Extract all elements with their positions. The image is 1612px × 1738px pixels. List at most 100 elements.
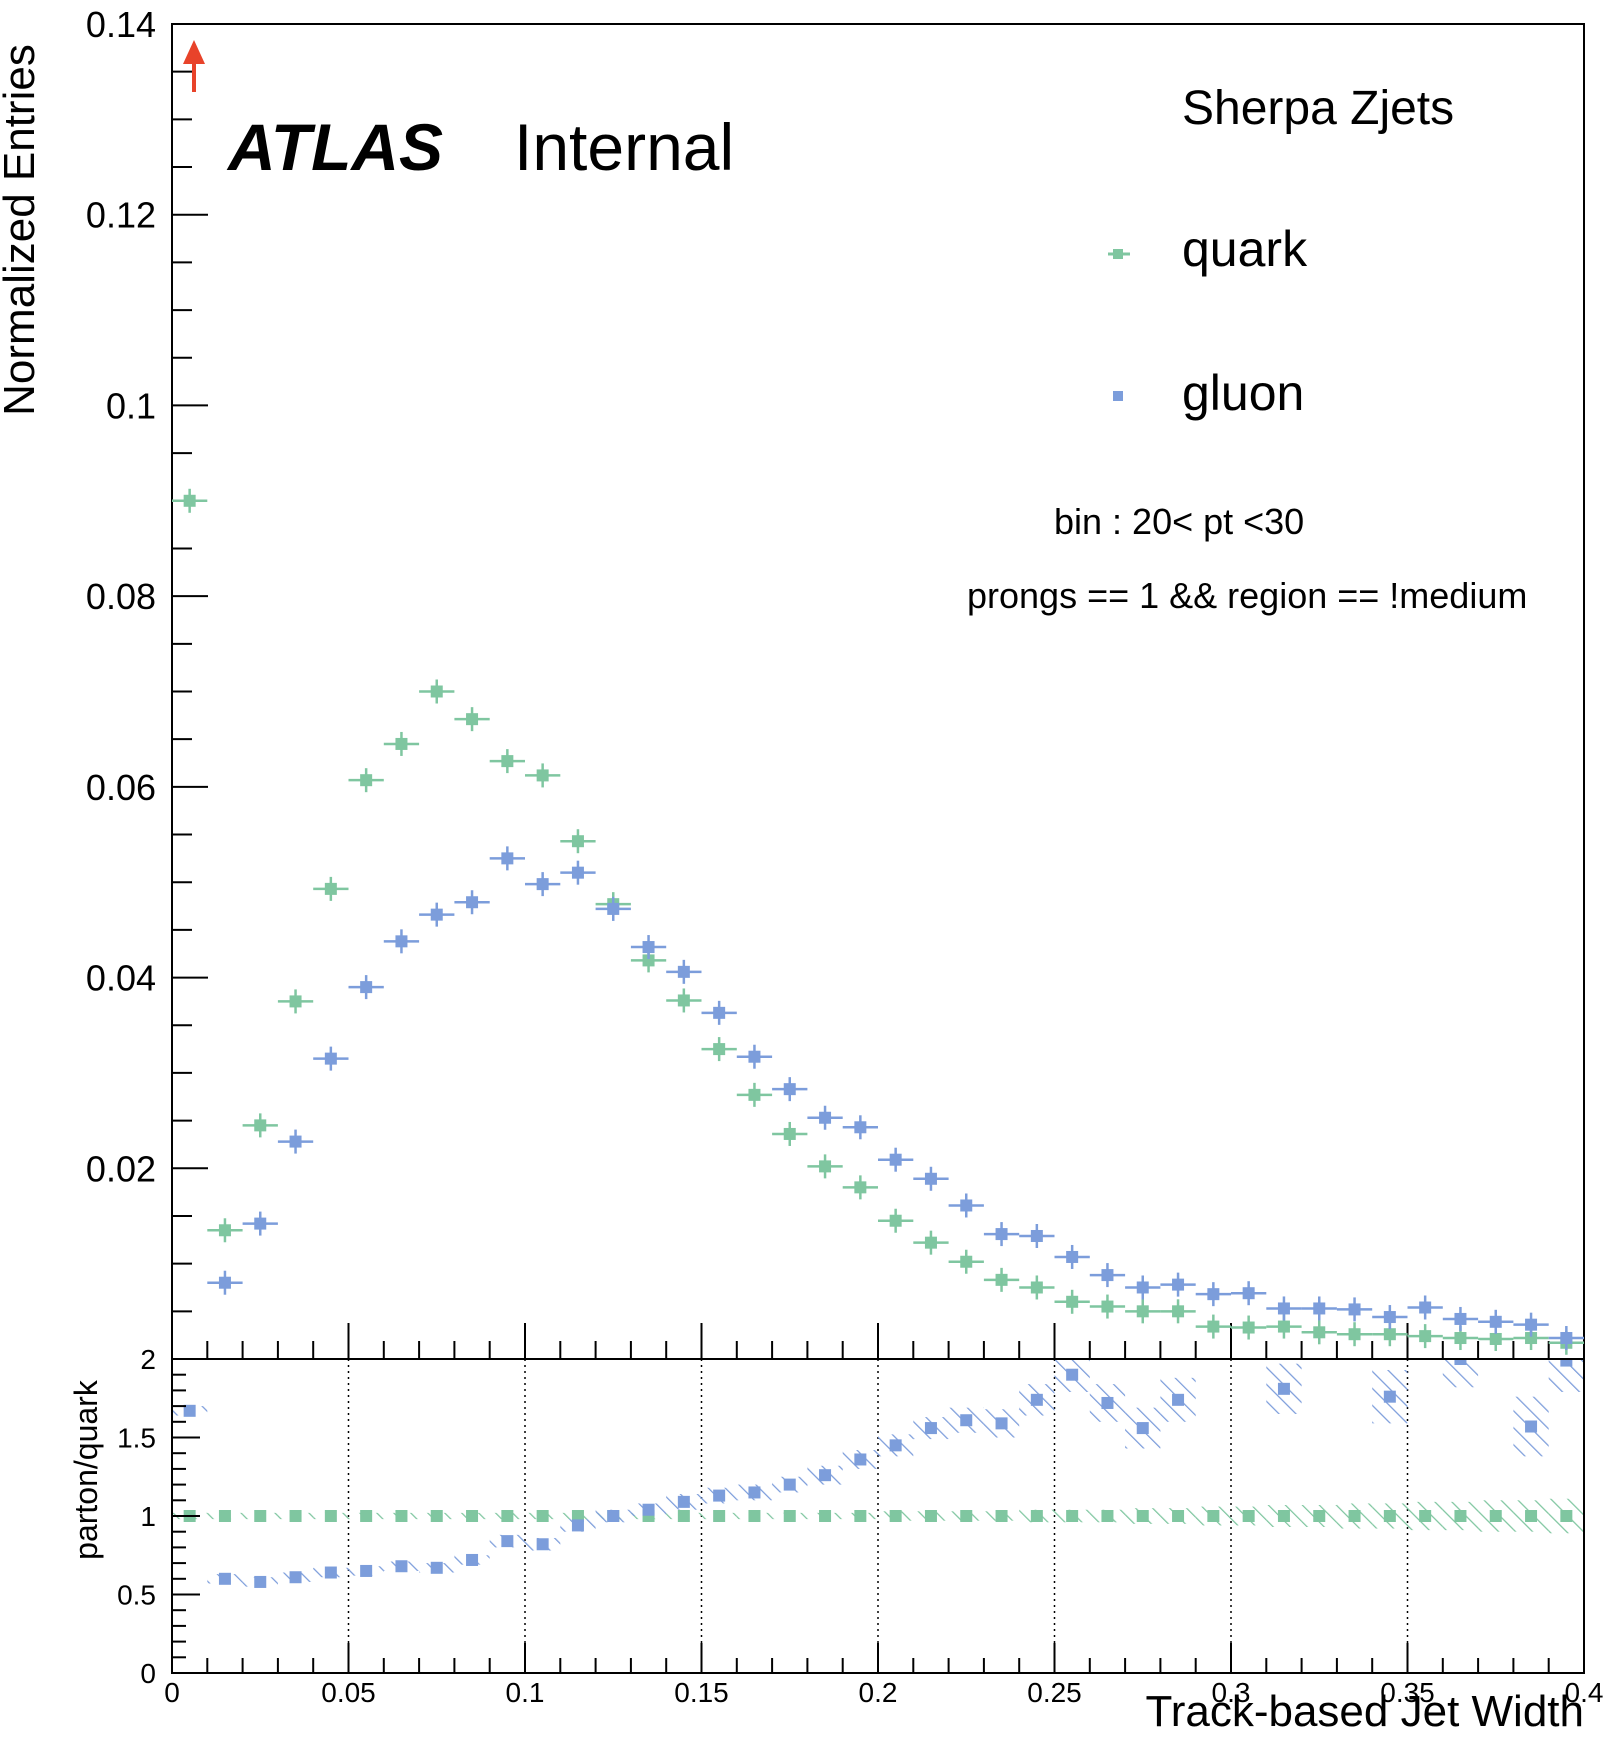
ratio-point-quark (713, 1510, 726, 1522)
main-y-tick-label: 0.08 (86, 576, 156, 617)
data-point-quark (419, 679, 455, 704)
data-point-gluon (1054, 1244, 1090, 1269)
data-point-quark (277, 989, 314, 1014)
data-point-gluon (1231, 1281, 1267, 1306)
data-point-gluon (1513, 1312, 1549, 1337)
ratio-point-gluon (748, 1486, 761, 1499)
x-axis-label: Track-based Jet Width (1145, 1687, 1584, 1736)
ratio-point-quark (430, 1510, 443, 1522)
main-x-ticks (171, 1323, 1585, 1359)
data-point-quark (348, 768, 384, 793)
ratio-point-quark (360, 1510, 373, 1522)
ratio-point-quark (1242, 1510, 1255, 1522)
ratio-point-quark (395, 1510, 408, 1522)
ratio-y-tick-label: 1.5 (117, 1423, 156, 1454)
data-point-gluon (348, 975, 384, 1000)
legend-item-gluon: gluon (1113, 365, 1304, 421)
data-point-quark (1019, 1275, 1055, 1300)
data-point-quark (983, 1267, 1020, 1292)
selection-annotation: prongs == 1 && region == !medium (967, 575, 1527, 616)
ratio-point-quark (1172, 1510, 1185, 1522)
data-point-quark (242, 1113, 278, 1138)
ratio-point-gluon (536, 1538, 549, 1551)
ratio-point-gluon (1560, 1359, 1573, 1367)
ratio-point-gluon (889, 1439, 902, 1452)
ratio-point-gluon (1030, 1393, 1043, 1406)
ratio-point-gluon (713, 1489, 726, 1502)
x-tick-label: 0.05 (321, 1677, 376, 1708)
data-point-quark (454, 707, 490, 732)
data-point-gluon (1019, 1223, 1055, 1248)
ratio-point-quark (1525, 1510, 1538, 1522)
x-tick-label: 0 (164, 1677, 180, 1708)
data-point-gluon (242, 1211, 278, 1236)
data-point-gluon (489, 846, 525, 871)
data-point-quark (489, 749, 525, 774)
atlas-label: ATLAS (226, 110, 443, 184)
ratio-point-gluon (218, 1572, 231, 1585)
legend: quark gluon (1108, 221, 1308, 421)
data-point-gluon (983, 1222, 1020, 1247)
ratio-point-gluon (395, 1560, 408, 1573)
data-point-gluon (1372, 1305, 1408, 1330)
data-point-quark (772, 1121, 808, 1146)
ratio-point-gluon (289, 1571, 302, 1584)
ratio-point-gluon (1454, 1359, 1467, 1365)
ratio-y-tick-label: 0.5 (117, 1580, 156, 1611)
ratio-point-gluon (466, 1553, 479, 1566)
ratio-point-quark (924, 1510, 937, 1522)
ratio-panel: 0 0.5 1 1.5 0 0.05 0.1 0.15 0.2 0.25 0.3 0.35 0.4 2… (68, 1344, 1604, 1736)
internal-label: Internal (514, 110, 734, 184)
ratio-point-quark (324, 1510, 337, 1522)
data-point-quark (948, 1249, 984, 1274)
ratio-point-gluon (1101, 1396, 1114, 1409)
data-point-quark (807, 1154, 843, 1179)
ratio-series-gluon (183, 1359, 1573, 1588)
ratio-point-quark (1489, 1510, 1502, 1522)
data-point-gluon (666, 959, 702, 984)
ratio-point-quark (1313, 1510, 1326, 1522)
ratio-point-quark (1207, 1510, 1220, 1522)
ratio-point-quark (960, 1510, 973, 1522)
x-tick-label: 0.1 (506, 1677, 545, 1708)
data-point-gluon (878, 1147, 914, 1172)
ratio-point-gluon (501, 1535, 514, 1548)
data-point-gluon (1195, 1282, 1231, 1307)
ratio-point-quark (1066, 1510, 1079, 1522)
ratio-point-quark (1419, 1510, 1432, 1522)
series-gluon (207, 846, 1584, 1351)
data-point-gluon (630, 935, 667, 960)
ratio-point-quark (571, 1510, 584, 1522)
data-point-gluon (842, 1115, 878, 1140)
data-point-gluon (913, 1166, 949, 1191)
ratio-point-quark (466, 1510, 479, 1522)
main-data-points (172, 488, 1584, 1355)
ratio-point-quark (854, 1510, 867, 1522)
ratio-point-gluon (607, 1510, 620, 1522)
data-point-gluon (560, 860, 596, 885)
ratio-point-gluon (183, 1404, 196, 1417)
ratio-point-gluon (1525, 1420, 1538, 1433)
data-point-quark (313, 876, 349, 901)
main-y-tick-label: 0.06 (86, 767, 156, 808)
data-point-gluon (525, 872, 561, 897)
data-point-quark (1231, 1315, 1267, 1340)
ratio-point-quark (819, 1510, 832, 1522)
x-tick-label: 0.3 (1212, 1677, 1251, 1708)
x-tick-label: 0.15 (674, 1677, 729, 1708)
data-point-gluon (1548, 1326, 1584, 1351)
data-point-quark (1089, 1294, 1126, 1319)
data-point-quark (383, 731, 420, 756)
data-point-gluon (313, 1046, 349, 1071)
ratio-point-gluon (1136, 1422, 1149, 1435)
main-y-axis-label: Normalized Entries (0, 44, 44, 416)
ratio-point-quark (783, 1510, 796, 1522)
x-tick-label: 0.2 (859, 1677, 898, 1708)
ratio-point-quark (748, 1510, 761, 1522)
x-tick-label: 0.4 (1565, 1677, 1604, 1708)
ratio-point-quark (677, 1510, 690, 1522)
ratio-point-gluon (1383, 1390, 1396, 1403)
data-point-quark (1407, 1324, 1443, 1349)
ratio-point-gluon (783, 1478, 796, 1491)
bin-annotation: bin : 20< pt <30 (1054, 501, 1304, 542)
